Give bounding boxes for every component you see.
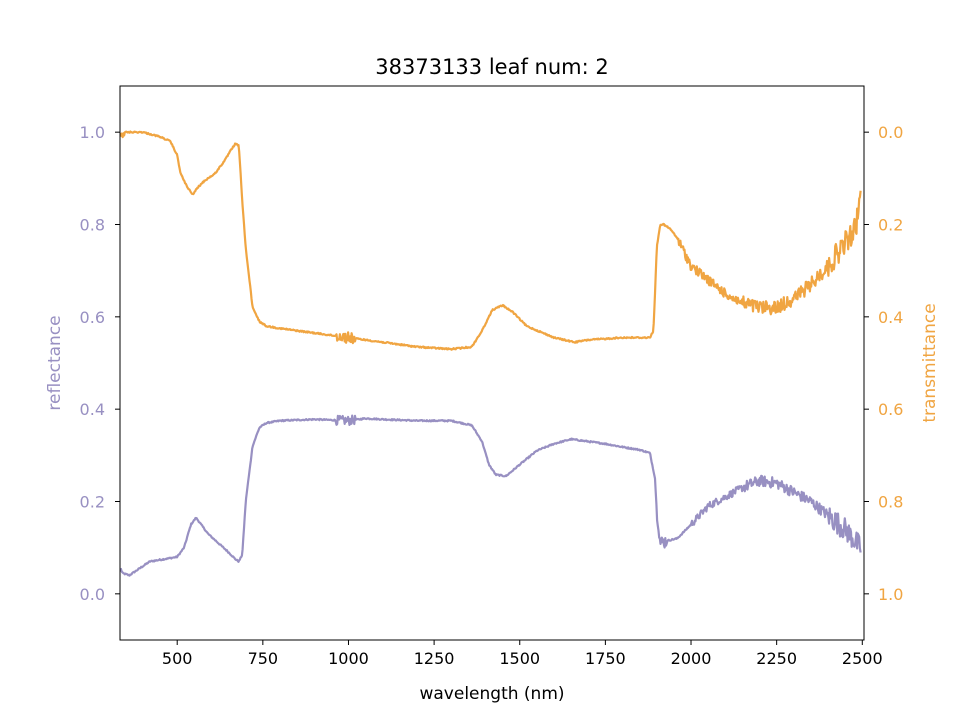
right-y-axis-label: transmittance	[920, 303, 940, 422]
x-tick-label: 1750	[585, 649, 626, 668]
right-y-tick-label: 0.8	[878, 493, 903, 512]
left-y-tick-label: 0.6	[80, 308, 105, 327]
x-tick-label: 1250	[414, 649, 455, 668]
right-y-tick-label: 0.6	[878, 400, 903, 419]
x-axis: 500 750 1000 1250 1500 1750 2000 2250 2500	[162, 640, 883, 668]
x-tick-label: 750	[248, 649, 279, 668]
x-tick-label: 2500	[842, 649, 883, 668]
left-y-tick-label: 0.4	[80, 400, 105, 419]
x-tick-label: 2000	[671, 649, 712, 668]
series-layer	[119, 130, 862, 577]
reflectance-series-line	[119, 414, 862, 577]
x-tick-label: 2250	[756, 649, 797, 668]
left-y-tick-label: 0.2	[80, 493, 105, 512]
right-y-tick-label: 0.2	[878, 216, 903, 235]
plot-background	[120, 86, 864, 640]
chart-title: 38373133 leaf num: 2	[375, 55, 608, 79]
x-tick-label: 1500	[499, 649, 540, 668]
right-y-tick-label: 1.0	[878, 585, 903, 604]
left-y-tick-label: 0.8	[80, 216, 105, 235]
right-y-axis: 0.0 0.2 0.4 0.6 0.8 1.0	[864, 123, 903, 604]
left-y-axis-label: reflectance	[45, 315, 65, 410]
x-tick-label: 500	[162, 649, 193, 668]
left-y-axis: 0.0 0.2 0.4 0.6 0.8 1.0	[80, 123, 120, 604]
x-axis-label: wavelength (nm)	[419, 684, 564, 704]
right-y-tick-label: 0.4	[878, 308, 903, 327]
plot-frame	[119, 85, 865, 641]
left-y-tick-label: 1.0	[80, 123, 105, 142]
transmittance-series-line	[119, 130, 862, 351]
right-y-tick-label: 0.0	[878, 123, 903, 142]
x-tick-label: 1000	[328, 649, 369, 668]
left-y-tick-label: 0.0	[80, 585, 105, 604]
